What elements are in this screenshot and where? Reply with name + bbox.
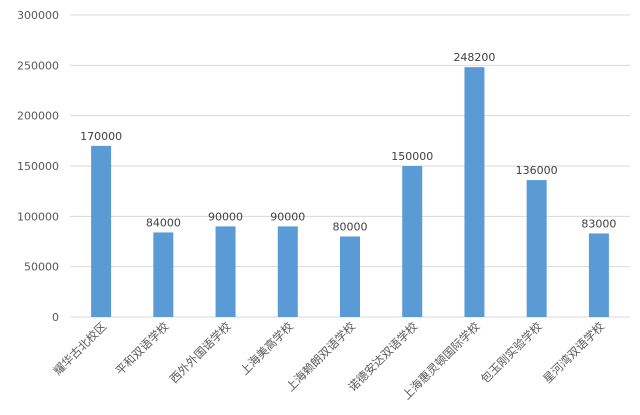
data-label: 90000 [208,210,243,223]
y-tick-label: 200000 [17,110,59,123]
data-label: 80000 [333,220,368,233]
data-label: 136000 [516,164,558,177]
x-tick-label: 西外外国语学校 [167,319,234,386]
x-tick-label: 星河湾双语学校 [540,319,607,386]
bars [91,67,609,318]
data-label: 90000 [270,210,305,223]
bar [215,226,236,317]
bar [526,180,547,317]
y-tick-label: 50000 [24,261,59,274]
bar [588,233,609,317]
x-tick-label: 平和双语学校 [113,319,172,378]
data-label: 84000 [146,216,181,229]
data-labels: 170000 84000 90000 90000 80000 150000 248200 13… [80,51,616,233]
y-tick-label: 300000 [17,9,59,22]
x-tick-label: 耀华古北校区 [51,319,110,378]
y-axis-tick-labels: 0 50000 100000 150000 200000 250000 300000 [17,9,59,324]
bar [340,236,360,317]
y-tick-label: 150000 [17,160,59,173]
data-label: 248200 [453,51,495,64]
y-tick-label: 0 [52,311,59,324]
bar [277,226,298,317]
data-label: 150000 [391,150,433,163]
data-label: 83000 [581,217,616,230]
data-label: 170000 [80,130,122,143]
x-tick-label: 包玉刚实验学校 [478,319,545,386]
bar [464,67,485,318]
y-tick-label: 250000 [17,59,59,72]
bar [402,166,423,317]
bar [153,232,174,317]
y-tick-label: 100000 [17,210,59,223]
x-tick-label: 上海美高学校 [237,319,296,378]
bar [91,145,112,317]
